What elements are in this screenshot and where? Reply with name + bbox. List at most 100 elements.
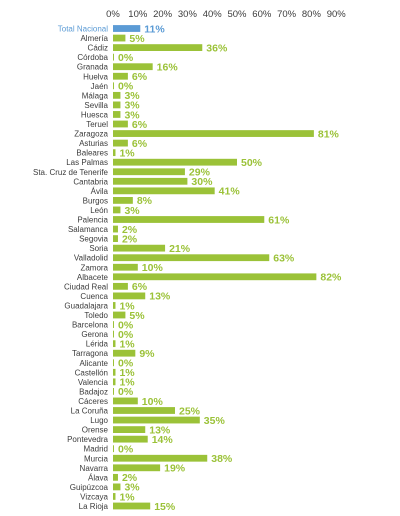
value-label-lerida: 1% xyxy=(119,338,135,350)
bar-row-granada: Granada 16% xyxy=(77,62,178,74)
bar-row-alicante: Alicante 0% xyxy=(80,358,134,370)
bar-segovia xyxy=(113,235,118,242)
bar-row-lugo: Lugo 35% xyxy=(90,415,225,427)
bar-row-la-coruna: La Coruña 25% xyxy=(71,405,201,417)
bar-gerona xyxy=(113,330,114,338)
bar-granada xyxy=(113,63,153,71)
category-label-soria: Soria xyxy=(89,244,108,253)
category-label-asturias: Asturias xyxy=(79,139,108,148)
value-label-granada: 16% xyxy=(157,62,179,74)
value-label-vizcaya: 1% xyxy=(119,491,135,503)
bar-row-tarragona: Tarragona 9% xyxy=(72,348,155,360)
category-label-guadalajara: Guadalajara xyxy=(64,301,108,310)
bar-row-la-rioja: La Rioja 15% xyxy=(79,501,176,513)
x-tick-label: 30% xyxy=(178,9,198,20)
bar-lugo xyxy=(113,416,200,424)
bar-lerida xyxy=(113,340,116,348)
category-label-las-palmas: Las Palmas xyxy=(66,158,108,167)
bar-row-leon: León 3% xyxy=(90,205,140,217)
category-label-malaga: Málaga xyxy=(82,91,109,100)
category-label-almeria: Almería xyxy=(80,34,108,43)
value-label-malaga: 3% xyxy=(124,90,140,102)
bar-palencia xyxy=(113,216,265,223)
bar-caceres xyxy=(113,397,138,405)
bar-row-segovia: Segovia 2% xyxy=(79,233,138,245)
bar-badajoz xyxy=(113,388,114,395)
bar-vizcaya xyxy=(113,493,116,500)
value-label-teruel: 6% xyxy=(132,119,148,131)
bar-row-navarra: Navarra 19% xyxy=(80,463,186,475)
bar-row-teruel: Teruel 6% xyxy=(86,119,148,131)
category-label-la-coruna: La Coruña xyxy=(71,407,109,416)
category-label-sevilla: Sevilla xyxy=(84,101,108,110)
x-tick-label: 10% xyxy=(128,9,148,20)
bar-soria xyxy=(113,244,166,252)
value-label-madrid: 0% xyxy=(118,444,134,456)
bar-row-gerona: Gerona 0% xyxy=(81,329,134,341)
value-label-zamora: 10% xyxy=(142,262,164,274)
bar-la-coruna xyxy=(113,407,175,414)
value-label-valencia: 1% xyxy=(119,377,135,389)
value-label-soria: 21% xyxy=(169,243,191,255)
category-label-alicante: Alicante xyxy=(80,359,109,368)
value-label-alava: 2% xyxy=(122,472,138,484)
bar-row-badajoz: Badajoz 0% xyxy=(79,386,134,398)
bar-row-albacete: Albacete 82% xyxy=(77,272,342,284)
category-label-sta-cruz-de-tenerife: Sta. Cruz de Tenerife xyxy=(33,168,109,177)
category-label-zamora: Zamora xyxy=(80,263,108,272)
bar-guadalajara xyxy=(113,302,116,309)
bar-row-cantabria: Cantabria 30% xyxy=(73,176,213,188)
bar-almeria xyxy=(113,34,126,42)
bar-total-nacional xyxy=(113,25,141,32)
category-label-baleares: Baleares xyxy=(76,149,108,158)
bar-baleares xyxy=(113,149,116,157)
value-label-tarragona: 9% xyxy=(139,348,155,360)
value-label-baleares: 1% xyxy=(119,147,135,159)
bar-las-palmas xyxy=(113,158,237,166)
category-label-gerona: Gerona xyxy=(81,330,108,339)
bar-valladolid xyxy=(113,254,270,262)
value-label-ciudad-real: 6% xyxy=(132,281,148,293)
bar-tarragona xyxy=(113,349,136,357)
bar-row-total-nacional: Total Nacional 11% xyxy=(58,23,166,35)
category-label-tarragona: Tarragona xyxy=(72,349,109,358)
value-label-palencia: 61% xyxy=(268,214,290,226)
bar-row-orense: Orense 13% xyxy=(82,424,171,436)
category-label-madrid: Madrid xyxy=(84,445,108,454)
bar-row-palencia: Palencia 61% xyxy=(77,214,290,226)
bar-albacete xyxy=(113,273,317,281)
bar-row-cadiz: Cádiz 36% xyxy=(88,42,228,54)
category-label-toledo: Toledo xyxy=(84,311,108,320)
bar-madrid xyxy=(113,445,114,453)
bar-row-madrid: Madrid 0% xyxy=(84,444,134,456)
bar-zaragoza xyxy=(113,130,314,137)
value-label-cantabria: 30% xyxy=(191,176,213,188)
x-tick-label: 20% xyxy=(153,9,173,20)
bar-row-cordoba: Córdoba 0% xyxy=(77,52,134,64)
category-label-navarra: Navarra xyxy=(80,464,109,473)
category-label-zaragoza: Zaragoza xyxy=(74,130,108,139)
value-label-avila: 41% xyxy=(219,186,241,198)
value-label-guipuzcoa: 3% xyxy=(124,482,140,494)
bar-sta-cruz-de-tenerife xyxy=(113,168,185,176)
bar-row-cuenca: Cuenca 13% xyxy=(80,291,170,303)
bar-row-avila: Ávila 41% xyxy=(91,186,241,198)
x-tick-label: 0% xyxy=(106,9,120,20)
bar-huesca xyxy=(113,111,121,118)
category-label-pontevedra: Pontevedra xyxy=(67,435,108,444)
value-label-navarra: 19% xyxy=(164,463,186,475)
bar-cordoba xyxy=(113,53,114,61)
value-label-segovia: 2% xyxy=(122,233,138,245)
bar-cadiz xyxy=(113,44,203,51)
value-label-castellon: 1% xyxy=(119,367,135,379)
category-label-cantabria: Cantabria xyxy=(73,177,108,186)
category-label-salamanca: Salamanca xyxy=(68,225,109,234)
category-label-jaen: Jaén xyxy=(91,82,108,91)
value-label-la-rioja: 15% xyxy=(154,501,176,513)
category-label-valencia: Valencia xyxy=(78,378,109,387)
bar-avila xyxy=(113,187,215,195)
bar-barcelona xyxy=(113,321,114,328)
value-label-caceres: 10% xyxy=(142,396,164,408)
x-tick-label: 40% xyxy=(203,9,223,20)
